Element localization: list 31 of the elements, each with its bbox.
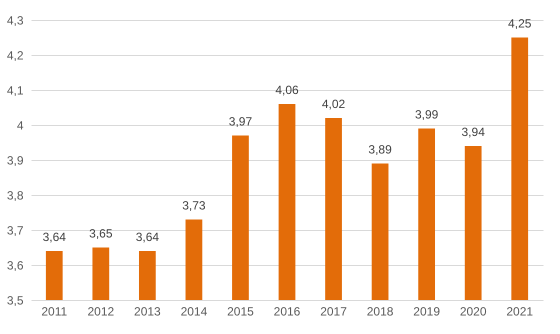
x-tick-label: 2012 — [87, 304, 114, 318]
x-tick-label: 2020 — [460, 304, 487, 318]
data-label: 3,64 — [42, 230, 66, 244]
x-tick-label: 2019 — [413, 304, 440, 318]
x-tick-label: 2018 — [366, 304, 394, 318]
x-tick-label: 2021 — [506, 304, 534, 318]
data-label: 3,99 — [414, 108, 439, 122]
data-label: 4,25 — [508, 16, 532, 30]
x-tick-label: 2015 — [227, 304, 254, 318]
data-label: 4,06 — [275, 83, 299, 97]
data-label: 3,65 — [89, 226, 113, 240]
y-tick-label: 3,8 — [6, 188, 24, 202]
data-label: 4,02 — [322, 97, 346, 111]
x-tick-label: 2014 — [180, 304, 208, 318]
x-tick-label: 2017 — [320, 304, 348, 318]
x-tick-label: 2013 — [134, 304, 162, 318]
x-tick-label: 2016 — [274, 304, 301, 318]
y-tick-label: 4,3 — [6, 14, 24, 28]
y-tick-label: 4,2 — [6, 48, 24, 62]
y-tick-label: 3,7 — [6, 224, 24, 238]
data-label: 3,97 — [228, 114, 252, 128]
x-tick-label: 2011 — [41, 304, 68, 318]
data-label: 3,73 — [182, 198, 206, 212]
data-label: 3,94 — [462, 125, 486, 139]
data-label: 3,89 — [368, 142, 392, 156]
y-tick-label: 3,9 — [6, 154, 24, 168]
y-tick-label: 4,1 — [6, 84, 24, 98]
y-tick-label: 3,5 — [6, 294, 24, 308]
data-label: 3,64 — [136, 230, 160, 244]
y-tick-label: 4 — [16, 118, 24, 132]
y-tick-label: 3,6 — [6, 258, 24, 272]
